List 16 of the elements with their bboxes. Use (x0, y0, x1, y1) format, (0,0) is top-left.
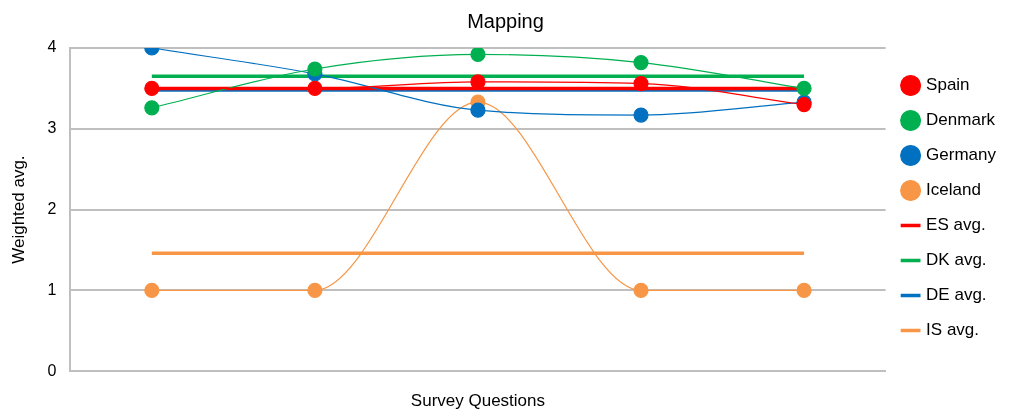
legend-label: Denmark (926, 110, 996, 130)
legend-label: Spain (926, 75, 970, 95)
y-tick-label: 3 (47, 119, 57, 137)
y-tick-label: 4 (47, 38, 57, 56)
y-tick-label: 0 (47, 361, 57, 379)
legend-label: DK avg. (926, 250, 987, 270)
legend-label: ES avg. (926, 215, 986, 235)
legend-label: Germany (926, 145, 997, 165)
y-axis-title: Weighted avg. (8, 155, 28, 264)
legend-label: DE avg. (926, 285, 987, 305)
y-tick-label: 2 (47, 200, 57, 218)
legend-label: Iceland (926, 180, 981, 200)
legend-label: IS avg. (926, 320, 980, 340)
chart-title: Mapping (467, 9, 544, 32)
y-tick-label: 1 (47, 280, 57, 298)
x-axis-title: Survey Questions (410, 391, 546, 411)
